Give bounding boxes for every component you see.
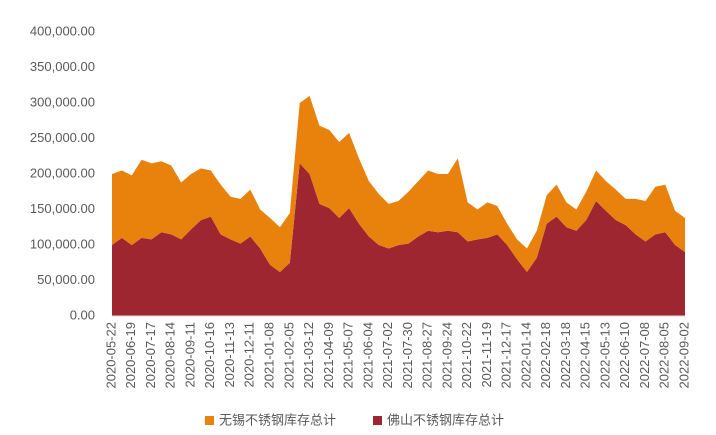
x-tick-label: 2022-06-10 xyxy=(617,322,632,389)
x-tick-label: 2021-01-08 xyxy=(262,322,277,389)
x-tick-label: 2022-09-02 xyxy=(676,322,691,389)
legend-label: 无锡不锈钢库存总计 xyxy=(219,413,336,429)
x-tick-label: 2021-07-30 xyxy=(400,322,415,389)
y-tick-label: 100,000.00 xyxy=(30,236,95,251)
x-tick-label: 2021-03-12 xyxy=(301,322,316,389)
x-tick-label: 2021-07-02 xyxy=(380,322,395,389)
y-tick-label: 0.00 xyxy=(70,307,95,322)
y-tick-label: 300,000.00 xyxy=(30,94,95,109)
x-tick-label: 2022-02-18 xyxy=(538,322,553,389)
x-tick-label: 2022-05-13 xyxy=(597,322,612,389)
x-tick-label: 2020-10-16 xyxy=(202,322,217,389)
y-tick-label: 350,000.00 xyxy=(30,59,95,74)
legend-label: 佛山不锈钢库存总计 xyxy=(387,413,504,429)
y-tick-label: 400,000.00 xyxy=(30,23,95,38)
x-tick-label: 2020-07-17 xyxy=(143,322,158,389)
x-tick-label: 2021-04-09 xyxy=(321,322,336,389)
x-tick-label: 2020-08-14 xyxy=(163,322,178,389)
y-tick-label: 200,000.00 xyxy=(30,165,95,180)
x-tick-label: 2021-08-27 xyxy=(420,322,435,389)
x-tick-label: 2021-09-24 xyxy=(439,322,454,389)
x-tick-label: 2020-09-11 xyxy=(182,322,197,388)
x-tick-label: 2021-05-07 xyxy=(341,322,356,389)
x-tick-label: 2021-02-05 xyxy=(281,322,296,389)
y-tick-label: 150,000.00 xyxy=(30,201,95,216)
y-tick-label: 250,000.00 xyxy=(30,130,95,145)
x-tick-label: 2022-01-14 xyxy=(518,322,533,389)
x-tick-label: 2021-06-04 xyxy=(360,322,375,389)
x-tick-label: 2020-12-11 xyxy=(242,322,257,388)
x-tick-label: 2021-12-17 xyxy=(499,322,514,389)
x-tick-label: 2021-10-22 xyxy=(459,322,474,389)
legend-swatch xyxy=(205,416,214,425)
x-tick-label: 2021-11-19 xyxy=(479,322,494,388)
x-tick-label: 2022-08-05 xyxy=(657,322,672,389)
x-tick-label: 2022-04-15 xyxy=(578,322,593,389)
area xyxy=(112,163,685,316)
y-tick-label: 50,000.00 xyxy=(37,272,95,287)
legend-swatch xyxy=(373,416,382,425)
x-tick-label: 2020-11-13 xyxy=(222,322,237,388)
x-tick-label: 2022-03-18 xyxy=(558,322,573,389)
x-tick-label: 2020-06-19 xyxy=(123,322,138,389)
x-tick-label: 2020-05-22 xyxy=(103,322,118,389)
area xyxy=(112,95,685,272)
x-tick-label: 2022-07-08 xyxy=(637,322,652,389)
